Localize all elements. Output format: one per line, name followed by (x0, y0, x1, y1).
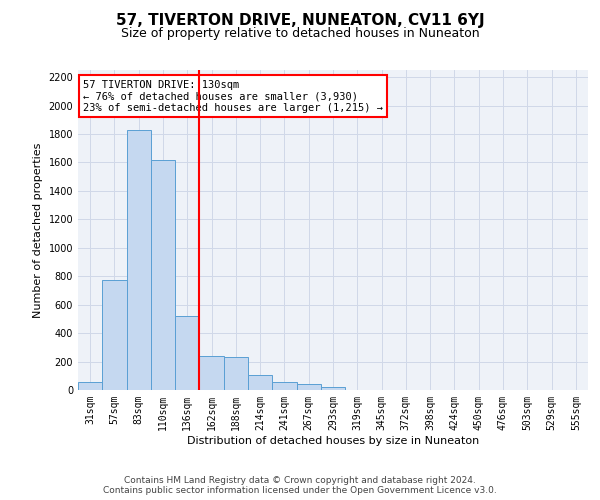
Bar (199, 356, 224, 390)
Bar (272, 382, 296, 390)
Bar (321, 387, 345, 390)
Text: Size of property relative to detached houses in Nuneaton: Size of property relative to detached ho… (121, 28, 479, 40)
Bar (175, 316, 199, 390)
Text: 57 TIVERTON DRIVE: 130sqm
← 76% of detached houses are smaller (3,930)
23% of se: 57 TIVERTON DRIVE: 130sqm ← 76% of detac… (83, 80, 383, 113)
Bar (296, 384, 321, 390)
Bar (78, 382, 102, 390)
Bar (224, 356, 248, 390)
Bar (102, 280, 127, 390)
Bar (248, 375, 272, 390)
Bar (127, 130, 151, 390)
Text: 57, TIVERTON DRIVE, NUNEATON, CV11 6YJ: 57, TIVERTON DRIVE, NUNEATON, CV11 6YJ (116, 12, 484, 28)
Y-axis label: Number of detached properties: Number of detached properties (33, 142, 43, 318)
Bar (151, 160, 175, 390)
X-axis label: Distribution of detached houses by size in Nuneaton: Distribution of detached houses by size … (187, 436, 479, 446)
Text: Contains HM Land Registry data © Crown copyright and database right 2024.
Contai: Contains HM Land Registry data © Crown c… (103, 476, 497, 495)
